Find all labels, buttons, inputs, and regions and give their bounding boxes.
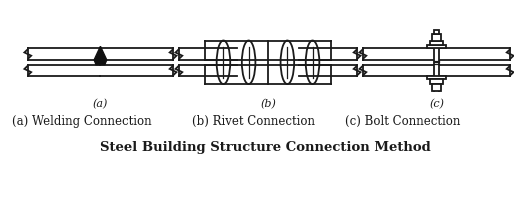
Text: (c) Bolt Connection: (c) Bolt Connection — [345, 114, 461, 127]
Polygon shape — [94, 47, 107, 61]
Text: (a) Welding Connection: (a) Welding Connection — [12, 114, 152, 127]
Bar — [430, 41, 443, 46]
Bar — [432, 85, 441, 91]
Polygon shape — [94, 61, 107, 66]
Bar — [430, 80, 443, 85]
Text: Steel Building Structure Connection Method: Steel Building Structure Connection Meth… — [100, 140, 430, 153]
Bar — [432, 35, 441, 41]
Bar — [434, 31, 439, 91]
Bar — [434, 31, 439, 35]
Bar — [427, 46, 446, 49]
Text: (a): (a) — [93, 98, 108, 109]
Text: (b): (b) — [260, 98, 276, 109]
Text: (c): (c) — [429, 98, 444, 109]
Bar — [427, 77, 446, 80]
Text: (b) Rivet Connection: (b) Rivet Connection — [192, 114, 315, 127]
